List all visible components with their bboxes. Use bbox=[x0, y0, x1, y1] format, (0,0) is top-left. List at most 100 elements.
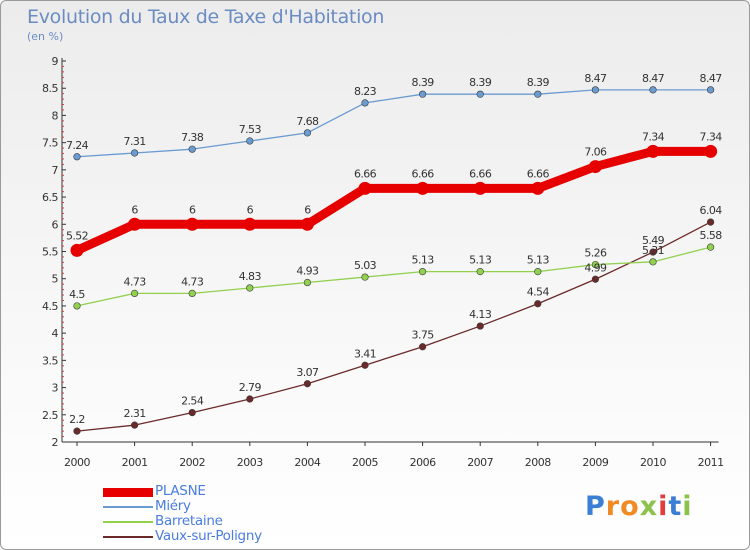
data-label: 4.54 bbox=[527, 286, 550, 299]
data-label: 5.52 bbox=[66, 229, 88, 242]
data-label: 4.13 bbox=[469, 308, 492, 321]
y-tick-label: 7 bbox=[52, 164, 59, 177]
x-tick-label: 2002 bbox=[179, 456, 205, 469]
data-label: 7.68 bbox=[296, 115, 319, 128]
data-label: 7.34 bbox=[700, 130, 723, 143]
data-label: 5.13 bbox=[412, 254, 435, 267]
data-label: 6.66 bbox=[412, 167, 435, 180]
data-point bbox=[646, 144, 660, 158]
y-tick-label: 6 bbox=[52, 218, 59, 231]
data-point bbox=[73, 427, 81, 435]
data-label: 6 bbox=[247, 203, 254, 216]
axes: 2 2.5 3 3.5 4 4.5 5 5.5 6 6.5 7 7.5 8 8.5 9 2000 2001 200… bbox=[42, 55, 724, 469]
data-point bbox=[476, 90, 484, 98]
data-point bbox=[591, 260, 600, 269]
series-plasne bbox=[70, 144, 718, 257]
legend-label: Vaux-sur-Poligny bbox=[155, 528, 262, 544]
data-point bbox=[188, 289, 196, 298]
data-point bbox=[706, 243, 715, 251]
data-point bbox=[128, 217, 142, 231]
label-layer: 2.2 2.312.542.793.073.413.754.134.544.995… bbox=[66, 72, 723, 426]
data-label: 7.06 bbox=[584, 146, 607, 159]
data-label: 6.66 bbox=[354, 167, 377, 180]
data-label: 5.58 bbox=[700, 229, 723, 242]
data-point bbox=[303, 278, 312, 287]
data-label: 5.26 bbox=[584, 247, 607, 260]
data-point bbox=[358, 181, 372, 195]
data-point bbox=[73, 302, 81, 310]
series-line bbox=[72, 146, 716, 255]
data-point bbox=[361, 361, 369, 369]
data-label: 8.47 bbox=[700, 72, 723, 85]
data-label: 4.99 bbox=[584, 261, 607, 274]
x-tick-label: 2011 bbox=[698, 456, 724, 469]
series-vaux-sur-poligny bbox=[73, 218, 715, 435]
legend-swatch bbox=[103, 506, 153, 508]
data-label: 6 bbox=[131, 203, 138, 216]
legend-swatch bbox=[103, 521, 153, 523]
legend-swatch bbox=[103, 487, 153, 497]
data-label: 7.24 bbox=[66, 139, 89, 152]
data-label: 3.07 bbox=[296, 366, 319, 379]
x-tick-label: 2006 bbox=[410, 456, 436, 469]
data-label: 5.03 bbox=[354, 259, 377, 272]
data-point bbox=[534, 268, 542, 276]
legend-label: PLASNE bbox=[155, 483, 206, 499]
data-point bbox=[476, 268, 484, 276]
data-point bbox=[185, 217, 199, 231]
legend-label: Miéry bbox=[155, 498, 191, 514]
legend-label: Barretaine bbox=[155, 513, 223, 529]
data-point bbox=[416, 181, 430, 195]
data-label: 5.13 bbox=[527, 254, 550, 267]
data-point bbox=[476, 322, 484, 330]
x-tick-label: 2010 bbox=[640, 456, 666, 469]
x-tick-label: 2003 bbox=[237, 456, 263, 469]
series-layer bbox=[70, 86, 718, 435]
data-point bbox=[70, 243, 84, 257]
y-tick-label: 2.5 bbox=[42, 409, 58, 422]
y-tick-label: 8 bbox=[52, 109, 59, 122]
y-tick-label: 4 bbox=[52, 327, 59, 340]
data-label: 6 bbox=[189, 203, 196, 216]
data-label: 5.13 bbox=[469, 254, 492, 267]
data-label: 4.83 bbox=[239, 270, 262, 283]
data-label: 6 bbox=[304, 203, 311, 216]
data-point bbox=[419, 268, 427, 276]
data-point bbox=[591, 275, 600, 283]
y-tick-label: 3.5 bbox=[42, 354, 58, 367]
data-point bbox=[534, 90, 542, 98]
x-tick-label: 2004 bbox=[294, 456, 320, 469]
y-tick-label: 5.5 bbox=[42, 245, 58, 258]
data-label: 4.73 bbox=[181, 275, 204, 288]
data-point bbox=[243, 217, 257, 231]
data-label: 2.79 bbox=[239, 381, 262, 394]
y-tick-label: 8.5 bbox=[42, 82, 58, 95]
y-tick-label: 7.5 bbox=[42, 137, 58, 150]
series-line bbox=[76, 246, 712, 307]
data-label: 8.39 bbox=[527, 76, 550, 89]
data-label: 3.75 bbox=[412, 329, 435, 342]
y-tick-label: 4.5 bbox=[42, 300, 58, 313]
data-label: 7.38 bbox=[181, 131, 204, 144]
y-tick-label: 2 bbox=[52, 436, 59, 449]
chart-title: Evolution du Taux de Taxe d'Habitation bbox=[27, 6, 385, 28]
data-point bbox=[188, 409, 196, 417]
data-point bbox=[706, 86, 715, 94]
x-tick-label: 2000 bbox=[64, 456, 90, 469]
y-tick-label: 6.5 bbox=[42, 191, 58, 204]
series-barretaine bbox=[73, 243, 715, 310]
data-point bbox=[419, 343, 427, 351]
y-tick-label: 9 bbox=[52, 55, 59, 68]
data-label: 8.47 bbox=[584, 72, 607, 85]
data-label: 8.39 bbox=[469, 76, 492, 89]
data-point bbox=[591, 86, 600, 94]
data-point bbox=[704, 144, 718, 158]
data-label: 2.54 bbox=[181, 395, 204, 408]
data-point bbox=[649, 86, 657, 94]
data-label: 8.39 bbox=[412, 76, 435, 89]
y-tick-label: 3 bbox=[52, 382, 59, 395]
data-label: 6.66 bbox=[527, 167, 550, 180]
unit-label: (en %) bbox=[27, 30, 64, 43]
data-label: 8.47 bbox=[642, 72, 665, 85]
